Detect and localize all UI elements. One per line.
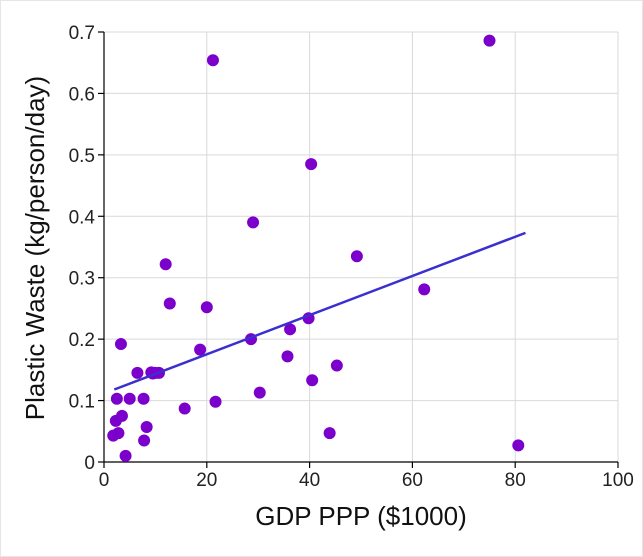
y-tick-label: 0.6	[69, 84, 95, 105]
data-point	[206, 54, 219, 67]
data-point	[119, 449, 132, 462]
x-tick-label: 20	[196, 470, 217, 491]
data-point	[137, 392, 150, 405]
data-point	[418, 283, 431, 296]
y-tick-label: 0	[84, 453, 95, 474]
data-point	[140, 420, 153, 433]
data-point	[323, 427, 336, 440]
data-point	[284, 323, 297, 336]
y-tick-label: 0.5	[69, 146, 95, 167]
data-point	[123, 392, 136, 405]
axes	[103, 32, 618, 463]
data-point	[200, 301, 213, 314]
x-tick-label: 0	[99, 470, 110, 491]
data-point	[306, 374, 319, 387]
data-point	[247, 216, 260, 229]
data-point	[305, 158, 318, 171]
trend-line	[113, 231, 526, 391]
data-point	[281, 350, 294, 363]
y-tick-label: 0.4	[69, 207, 96, 228]
data-points	[107, 34, 525, 462]
y-tick-label: 0.7	[69, 23, 95, 44]
data-point	[110, 392, 123, 405]
data-point	[114, 338, 127, 351]
data-point	[138, 434, 151, 447]
y-tick-label: 0.1	[69, 392, 95, 413]
data-point	[159, 258, 172, 271]
x-tick-label: 80	[505, 470, 526, 491]
data-point	[350, 250, 363, 263]
y-tick-label: 0.2	[69, 330, 95, 351]
data-point	[483, 34, 496, 47]
x-tick-label: 60	[402, 470, 423, 491]
data-point	[131, 366, 144, 379]
data-point	[112, 427, 125, 440]
y-axis-title: Plastic Waste (kg/person/day)	[20, 76, 50, 420]
x-tick-label: 40	[299, 470, 320, 491]
data-point	[178, 402, 191, 415]
data-point	[115, 409, 128, 422]
x-tick-label: 100	[602, 470, 634, 491]
data-point	[512, 439, 525, 452]
data-point	[209, 395, 222, 408]
x-axis-title: GDP PPP ($1000)	[255, 501, 467, 531]
data-point	[194, 343, 207, 356]
data-point	[163, 297, 176, 310]
data-point	[330, 359, 343, 372]
ticks: 0 20 40 60 80 100 0 0.1 0.2 0.3 0.4 0.5 0.6 0.7	[69, 23, 634, 491]
y-tick-label: 0.3	[69, 269, 95, 290]
data-point	[253, 386, 266, 399]
grid	[104, 31, 619, 462]
